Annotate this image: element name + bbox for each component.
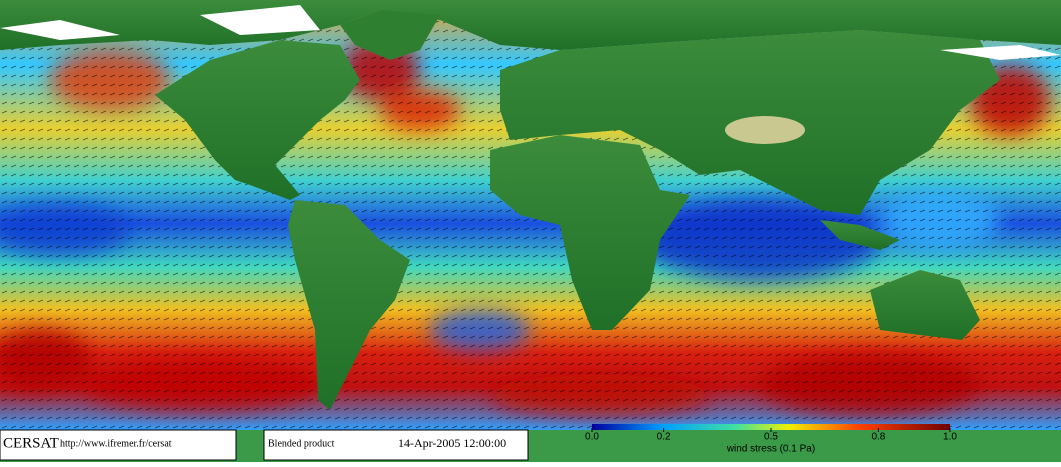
greenland (340, 10, 440, 60)
product: Blended product (268, 438, 335, 449)
indonesia (820, 220, 900, 250)
colorbar-tick-label: 1.0 (943, 432, 957, 443)
colorbar-tick-label: 0.8 (871, 432, 885, 443)
north-america (155, 40, 360, 200)
date: 14-Apr-2005 12:00:00 (398, 436, 506, 450)
colorbar-label: wind stress (0.1 Pa) (726, 444, 815, 455)
colorbar-gradient (592, 424, 950, 430)
url: http://www.ifremer.fr/cersat (60, 438, 172, 449)
colorbar: wind stress (0.1 Pa) 0.0 0.2 0.5 0.8 1.0 (585, 424, 957, 455)
colorbar-tick-label: 0.5 (764, 432, 778, 443)
tibet (725, 116, 805, 144)
south-america (288, 200, 410, 410)
colorbar-tick-label: 0.2 (657, 432, 671, 443)
logo: CERSAT (3, 435, 59, 451)
colorbar-tick-label: 0.0 (585, 432, 599, 443)
ice (0, 5, 1061, 60)
logo-box (0, 429, 237, 461)
africa (490, 135, 690, 330)
product-box (263, 429, 529, 461)
australia (870, 270, 980, 340)
